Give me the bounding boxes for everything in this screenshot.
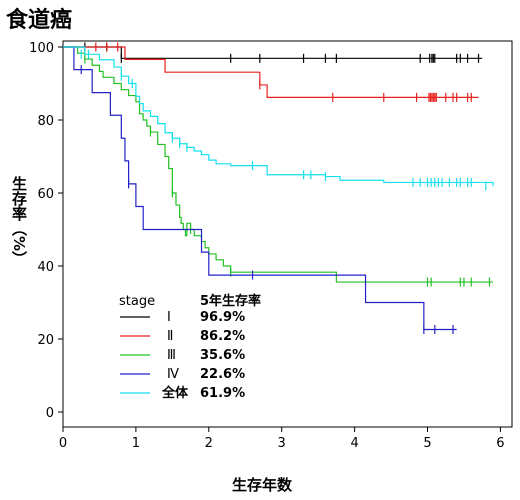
- x-tick-label: 5: [423, 436, 431, 451]
- legend-label: Ⅱ: [167, 329, 173, 344]
- x-tick-label: 2: [205, 436, 213, 451]
- x-tick-label: 3: [278, 436, 286, 451]
- plot-frame: [62, 40, 513, 428]
- legend-rate: 22.6%: [200, 367, 245, 382]
- legend-label: Ⅰ: [167, 310, 171, 325]
- y-tick-label: 80: [37, 114, 54, 129]
- survival-curve: [63, 46, 483, 59]
- legend-header-stage: stage: [119, 294, 155, 309]
- x-tick-label: 0: [59, 436, 67, 451]
- legend: stage 5年生存率 Ⅰ 96.9% Ⅱ 86.2% Ⅲ 35.6% Ⅳ 22.6% 全体 61.9…: [119, 293, 261, 401]
- series-layer: [63, 42, 494, 335]
- series-5: [63, 46, 494, 191]
- legend-rate: 86.2%: [200, 329, 245, 344]
- x-tick-label: 6: [496, 436, 504, 451]
- legend-rate: 96.9%: [200, 310, 245, 325]
- legend-rate: 35.6%: [200, 348, 245, 363]
- x-tick-label: 4: [350, 436, 358, 451]
- series-3: [63, 46, 494, 287]
- survival-curve: [63, 46, 494, 187]
- x-tick-label: 1: [132, 436, 140, 451]
- survival-curve: [63, 46, 479, 98]
- legend-label: 全体: [161, 385, 189, 401]
- y-axis-label: 生存率（%）: [10, 176, 28, 267]
- series-4: [63, 46, 457, 335]
- legend-label: Ⅳ: [167, 367, 179, 382]
- y-tick-label: 60: [37, 187, 54, 202]
- survival-curve: [63, 46, 457, 331]
- y-tick-label: 40: [37, 260, 54, 275]
- x-axis-label: 生存年数: [232, 476, 293, 494]
- series-2: [63, 42, 479, 102]
- y-tick-label: 20: [37, 333, 54, 348]
- legend-rate: 61.9%: [200, 386, 245, 401]
- chart-title: 食道癌: [6, 8, 73, 33]
- legend-label: Ⅲ: [167, 348, 176, 363]
- legend-header-rate: 5年生存率: [200, 293, 261, 309]
- survival-curve: [63, 46, 494, 283]
- y-tick-label: 0: [46, 406, 54, 421]
- y-tick-label: 100: [29, 41, 54, 56]
